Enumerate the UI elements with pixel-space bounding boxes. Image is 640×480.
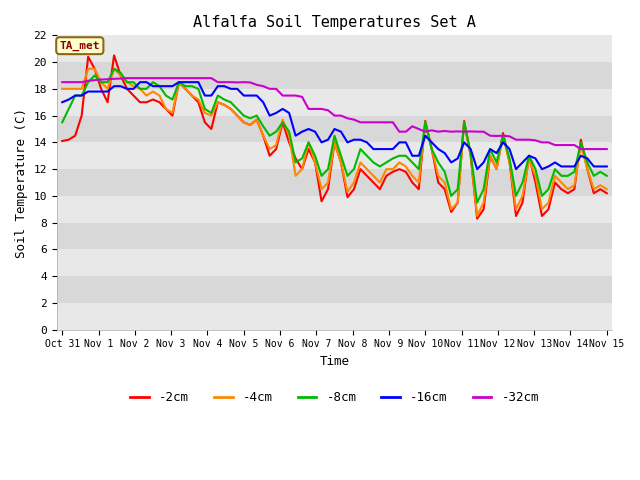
-16cm <box>603 164 611 169</box>
-8cm <box>234 106 241 112</box>
Line: -4cm: -4cm <box>62 69 607 216</box>
-16cm <box>337 129 345 134</box>
-2cm <box>110 52 118 58</box>
-4cm <box>84 66 92 72</box>
-16cm <box>136 79 144 85</box>
-32cm <box>124 75 131 81</box>
Bar <box>57 62 612 89</box>
-8cm <box>337 153 345 159</box>
Bar <box>57 143 612 169</box>
-8cm <box>58 120 66 125</box>
-32cm <box>253 82 260 88</box>
Y-axis label: Soil Temperature (C): Soil Temperature (C) <box>15 108 28 258</box>
-4cm <box>58 86 66 92</box>
-32cm <box>234 80 241 85</box>
-4cm <box>253 117 260 122</box>
-8cm <box>603 173 611 179</box>
-2cm <box>253 117 260 122</box>
Line: -8cm: -8cm <box>62 69 607 203</box>
Bar <box>57 250 612 276</box>
-4cm <box>234 113 241 119</box>
-4cm <box>474 213 481 219</box>
-16cm <box>156 84 163 89</box>
Bar <box>57 36 612 62</box>
-8cm <box>474 200 481 205</box>
-4cm <box>584 166 591 172</box>
-16cm <box>58 99 66 105</box>
X-axis label: Time: Time <box>319 355 349 368</box>
-4cm <box>156 93 163 98</box>
Bar <box>57 116 612 143</box>
-32cm <box>227 79 235 85</box>
-8cm <box>227 99 235 105</box>
-4cm <box>337 159 345 165</box>
-8cm <box>110 66 118 72</box>
-32cm <box>584 146 591 152</box>
-2cm <box>58 138 66 144</box>
Bar <box>57 196 612 223</box>
Line: -2cm: -2cm <box>62 55 607 219</box>
Title: Alfalfa Soil Temperatures Set A: Alfalfa Soil Temperatures Set A <box>193 15 476 30</box>
-32cm <box>577 146 585 152</box>
-32cm <box>337 113 345 119</box>
Bar <box>57 89 612 116</box>
-2cm <box>603 191 611 196</box>
-16cm <box>584 156 591 161</box>
-32cm <box>156 75 163 81</box>
Bar <box>57 169 612 196</box>
-2cm <box>234 113 241 119</box>
-16cm <box>253 93 260 98</box>
-16cm <box>474 166 481 172</box>
-8cm <box>156 84 163 89</box>
-2cm <box>156 99 163 105</box>
-2cm <box>227 106 235 112</box>
-8cm <box>253 113 260 119</box>
Bar <box>57 223 612 250</box>
-32cm <box>603 146 611 152</box>
-4cm <box>603 186 611 192</box>
Bar <box>57 303 612 330</box>
Text: TA_met: TA_met <box>60 41 100 51</box>
-4cm <box>227 106 235 112</box>
-16cm <box>227 86 235 92</box>
-16cm <box>234 86 241 92</box>
-2cm <box>337 159 345 165</box>
-8cm <box>584 159 591 165</box>
-2cm <box>584 166 591 172</box>
Line: -32cm: -32cm <box>62 78 607 149</box>
-2cm <box>474 216 481 222</box>
Legend: -2cm, -4cm, -8cm, -16cm, -32cm: -2cm, -4cm, -8cm, -16cm, -32cm <box>125 386 544 409</box>
Line: -16cm: -16cm <box>62 82 607 169</box>
Bar <box>57 276 612 303</box>
-32cm <box>58 79 66 85</box>
